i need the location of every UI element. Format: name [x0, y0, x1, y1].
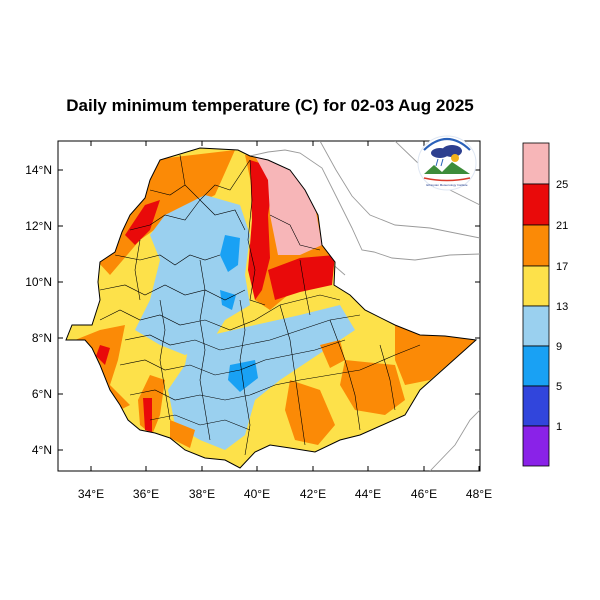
logo-caption: Ethiopian Meteorology Institute: [426, 183, 468, 187]
colorbar-swatch: [522, 142, 550, 185]
map-title: Daily minimum temperature (C) for 02-03 …: [66, 96, 474, 115]
y-tick-label: 8°N: [32, 331, 52, 345]
x-tick-label: 46°E: [411, 487, 437, 501]
colorbar-label: 5: [556, 381, 562, 393]
x-tick-label: 44°E: [355, 487, 381, 501]
x-axis-labels: 34°E 36°E 38°E 40°E 42°E 44°E 46°E 48°E: [78, 487, 492, 501]
colorbar-label: 17: [556, 261, 568, 273]
colorbar-swatch: [522, 183, 550, 226]
ethiopian-meteorology-institute-logo: Ethiopian Meteorology Institute: [417, 135, 477, 191]
x-tick-label: 38°E: [189, 487, 215, 501]
x-tick-label: 42°E: [300, 487, 326, 501]
colorbar-swatch: [522, 305, 550, 347]
admin-boundaries: [99, 154, 421, 456]
colorbar-label: 13: [556, 301, 568, 313]
colorbar-swatch: [522, 265, 550, 307]
axis-ticks: [58, 141, 480, 471]
colorbar-swatch: [522, 345, 550, 387]
ethiopia-border: [65, 147, 478, 469]
colorbar: [522, 142, 550, 467]
x-tick-label: 36°E: [133, 487, 159, 501]
colorbar-swatch: [522, 385, 550, 427]
y-tick-label: 12°N: [25, 219, 52, 233]
y-tick-label: 4°N: [32, 443, 52, 457]
colorbar-labels: 25 21 17 13 9 5 1: [556, 179, 568, 433]
colorbar-swatch: [522, 425, 550, 467]
x-tick-label: 48°E: [466, 487, 492, 501]
colorbar-label: 9: [556, 341, 562, 353]
y-tick-label: 10°N: [25, 275, 52, 289]
y-axis-labels: 14°N 12°N 10°N 8°N 6°N 4°N: [25, 163, 52, 457]
x-tick-label: 40°E: [244, 487, 270, 501]
y-tick-label: 14°N: [25, 163, 52, 177]
colorbar-label: 1: [556, 421, 562, 433]
colorbar-label: 25: [556, 179, 568, 191]
colorbar-swatch: [522, 224, 550, 267]
colorbar-label: 21: [556, 220, 568, 232]
x-tick-label: 34°E: [78, 487, 104, 501]
y-tick-label: 6°N: [32, 387, 52, 401]
